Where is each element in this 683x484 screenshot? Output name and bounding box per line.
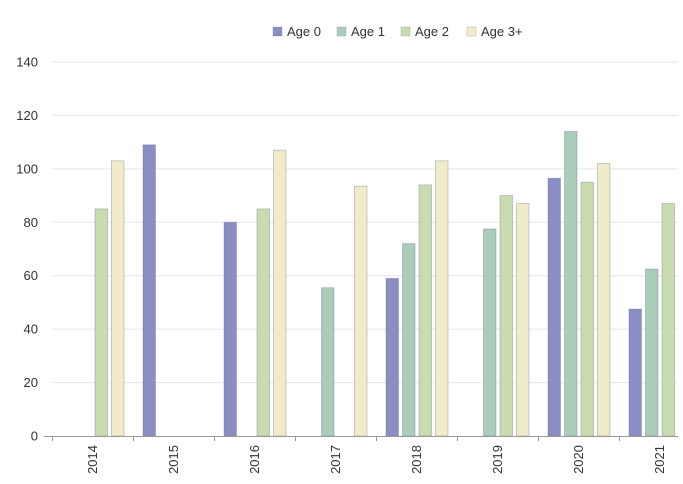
y-tick-labels: 0 20 40 60 80 100 120 140 <box>16 55 38 444</box>
bar <box>564 131 578 437</box>
y-tick-label: 0 <box>31 429 38 444</box>
bar <box>385 277 399 437</box>
legend-label: Age 3+ <box>481 24 523 39</box>
bar <box>321 287 335 437</box>
y-tick-label: 60 <box>24 268 38 283</box>
bar <box>483 228 497 437</box>
bars <box>94 131 675 437</box>
bar <box>354 185 368 437</box>
bar <box>142 144 156 437</box>
bar <box>516 203 530 437</box>
axes <box>44 436 678 441</box>
bar <box>499 195 513 437</box>
bar <box>111 160 125 437</box>
y-tick-label: 20 <box>24 375 38 390</box>
legend-swatch <box>336 26 347 37</box>
y-tick-label: 80 <box>24 215 38 230</box>
x-tick-label: 2014 <box>85 445 100 474</box>
bar <box>580 181 594 437</box>
x-tick-label: 2016 <box>247 445 262 474</box>
bar <box>645 268 659 437</box>
x-tick-label: 2021 <box>652 445 667 474</box>
bar <box>597 163 611 437</box>
y-tick-label: 120 <box>16 108 38 123</box>
x-tick-label: 2020 <box>571 445 586 474</box>
bar <box>94 208 108 437</box>
x-tick-labels: 2014 2015 2016 2017 2018 2019 2020 2021 <box>85 445 667 474</box>
bar <box>402 243 416 437</box>
legend-label: Age 1 <box>351 24 385 39</box>
bar <box>628 308 642 437</box>
bar <box>435 160 449 437</box>
bar <box>418 184 432 437</box>
x-tick-label: 2019 <box>490 445 505 474</box>
legend-swatch <box>400 26 411 37</box>
bar <box>661 203 675 437</box>
x-tick-label: 2018 <box>409 445 424 474</box>
legend-label: Age 0 <box>287 24 321 39</box>
bar <box>223 221 237 437</box>
legend-swatch <box>466 26 477 37</box>
legend: Age 0 Age 1 Age 2 Age 3+ <box>272 24 523 39</box>
bar <box>273 149 287 437</box>
y-tick-label: 140 <box>16 55 38 70</box>
x-tick-label: 2017 <box>328 445 343 474</box>
bar <box>256 208 270 437</box>
bar <box>547 177 561 437</box>
legend-swatch <box>272 26 283 37</box>
x-tick-label: 2015 <box>166 445 181 474</box>
y-tick-label: 40 <box>24 322 38 337</box>
legend-label: Age 2 <box>415 24 449 39</box>
y-tick-label: 100 <box>16 161 38 176</box>
